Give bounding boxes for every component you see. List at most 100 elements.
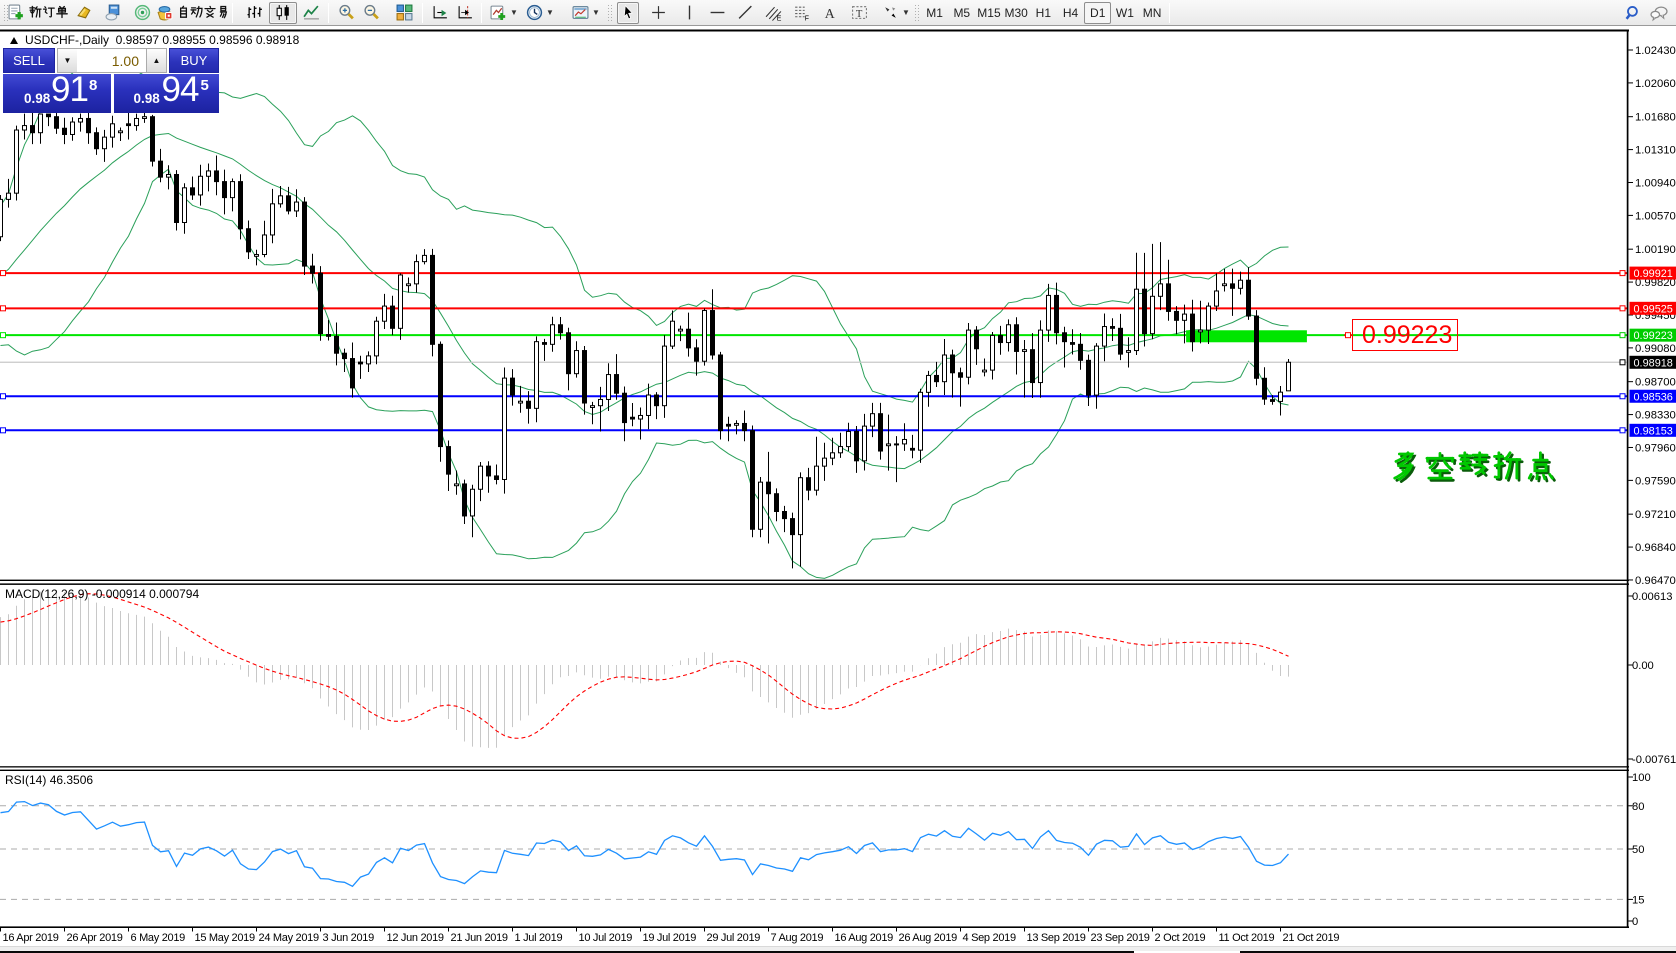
candle-body-bull <box>966 329 971 378</box>
text-icon: A <box>821 4 838 21</box>
horizontal-line-button[interactable] <box>705 2 729 24</box>
candle-body-bear <box>974 329 979 350</box>
price-annotation-box[interactable]: 0.99223 <box>1352 319 1458 351</box>
candle-body-bear <box>86 117 91 134</box>
candle-body-bull <box>1102 326 1107 347</box>
price-badge <box>1629 355 1676 369</box>
hline-anchor[interactable] <box>0 393 6 400</box>
indicators-button[interactable]: ▼ <box>488 2 520 24</box>
candle-body-bear <box>430 254 435 345</box>
bar-chart-button[interactable] <box>241 2 269 24</box>
trendline-button[interactable] <box>733 2 757 24</box>
rsi-panel-bottom-border <box>0 926 1629 928</box>
candle-body-bull <box>814 465 819 491</box>
timeframe-m15-button[interactable]: M15 <box>977 5 1001 20</box>
arrows-button[interactable]: ▼ <box>881 2 911 24</box>
horizontal-line-icon <box>709 4 726 21</box>
crosshair-button[interactable] <box>647 2 669 24</box>
sell-button[interactable]: SELL <box>3 48 55 73</box>
candle-body-bear <box>566 332 571 375</box>
candle-body-bear <box>958 372 963 378</box>
candle-body-bear <box>558 324 563 334</box>
timeframe-mn-button[interactable]: MN <box>1142 5 1162 20</box>
collapse-triangle-icon[interactable] <box>10 36 18 44</box>
timeframe-m1-button[interactable]: M1 <box>926 5 943 20</box>
price-label-anchor[interactable] <box>1345 332 1351 339</box>
timeframe-m5-button[interactable]: M5 <box>953 5 971 20</box>
date-tick-label: 1 Jul 2019 <box>515 932 563 944</box>
auto-scroll-button[interactable] <box>428 2 453 24</box>
text-label-button[interactable]: T <box>847 2 871 24</box>
sell-price-panel[interactable]: 0.98 91 8 <box>3 70 111 113</box>
tile-windows-button[interactable] <box>390 2 419 24</box>
search-button[interactable] <box>1620 2 1646 24</box>
rsi-panel <box>0 800 1627 900</box>
dropdown-arrow-icon[interactable]: ▼ <box>546 8 554 17</box>
hline-anchor[interactable] <box>0 270 6 277</box>
candle-body-bull <box>294 201 299 212</box>
timeframe-m30-button[interactable]: M30 <box>1004 5 1028 20</box>
autotrading-button[interactable] <box>157 2 229 24</box>
toolbar-separator <box>1168 2 1170 23</box>
bar-chart-icon <box>247 4 264 21</box>
candle-body-bear <box>998 334 1003 344</box>
timeframe-d1-button[interactable]: D1 <box>1084 1 1112 24</box>
line-chart-button[interactable] <box>297 2 325 24</box>
candle-body-bull <box>1134 288 1139 352</box>
candle-body-bull <box>1238 279 1243 289</box>
candle-body-bear <box>910 447 915 451</box>
volume-increase-button[interactable]: ▲ <box>146 48 167 73</box>
candle-body-bear <box>934 374 939 383</box>
main-panel-bottom-border <box>0 579 1629 581</box>
zoom-in-button[interactable] <box>334 2 359 24</box>
candle-body-bull <box>1126 350 1131 353</box>
volume-input[interactable] <box>77 48 146 73</box>
timeframe-h4-button[interactable]: H4 <box>1062 5 1079 20</box>
hline-anchor[interactable] <box>0 332 6 339</box>
date-tick-label: 11 Oct 2019 <box>1219 932 1275 944</box>
periods-button[interactable]: ▼ <box>524 2 556 24</box>
chat-button[interactable] <box>1646 2 1672 24</box>
candle-body-bear <box>94 132 99 150</box>
rsi-label-value: 46.3506 <box>49 773 94 787</box>
date-axis: 16 Apr 2019 26 Apr 2019 6 May 2019 15 May 2… <box>0 928 1340 944</box>
cursor-button[interactable] <box>617 1 639 24</box>
market-watch-button[interactable] <box>70 2 99 24</box>
candle-body-bear <box>158 160 163 178</box>
chart-shift-button[interactable] <box>453 2 478 24</box>
candle-body-bull <box>374 320 379 357</box>
zone-rectangle-annotation[interactable] <box>1186 330 1307 343</box>
hline-anchor[interactable] <box>0 427 6 434</box>
templates-button[interactable]: ▼ <box>568 2 604 24</box>
vertical-line-button[interactable] <box>677 2 701 24</box>
buy-price-panel[interactable]: 0.98 94 5 <box>113 70 219 113</box>
timeframe-w1-button[interactable]: W1 <box>1115 5 1134 20</box>
timeframe-h1-button[interactable]: H1 <box>1035 5 1052 20</box>
candle-body-bull <box>414 261 419 285</box>
candle-body-bull <box>550 324 555 345</box>
buy-button[interactable]: BUY <box>169 48 219 73</box>
signals-button[interactable] <box>128 2 157 24</box>
data-window-button[interactable] <box>99 2 128 24</box>
candle-body-bear <box>710 310 715 356</box>
new-order-button[interactable] <box>8 2 69 24</box>
fibonacci-button[interactable]: F <box>789 2 813 24</box>
candle-body-bull <box>982 369 987 373</box>
dropdown-arrow-icon[interactable]: ▼ <box>592 8 600 17</box>
candle-body-bear <box>30 125 35 134</box>
equidistant-channel-button[interactable]: E <box>761 2 785 24</box>
price-tick-label: 1.00570 <box>1635 210 1676 222</box>
candlestick-chart-button[interactable] <box>269 1 297 24</box>
dropdown-arrow-icon[interactable]: ▼ <box>902 8 910 17</box>
candle-body-bear <box>1166 283 1171 312</box>
hline-anchor[interactable] <box>0 305 6 312</box>
candle-body-bull <box>198 175 203 196</box>
text-label-icon: T <box>851 4 868 21</box>
text-button[interactable]: A <box>817 2 841 24</box>
dropdown-arrow-icon[interactable]: ▼ <box>510 8 518 17</box>
toolbar-grip <box>914 3 919 22</box>
zoom-out-button[interactable] <box>359 2 384 24</box>
new-order-button-label <box>28 5 69 20</box>
ohlc-close: 0.98918 <box>255 33 300 47</box>
